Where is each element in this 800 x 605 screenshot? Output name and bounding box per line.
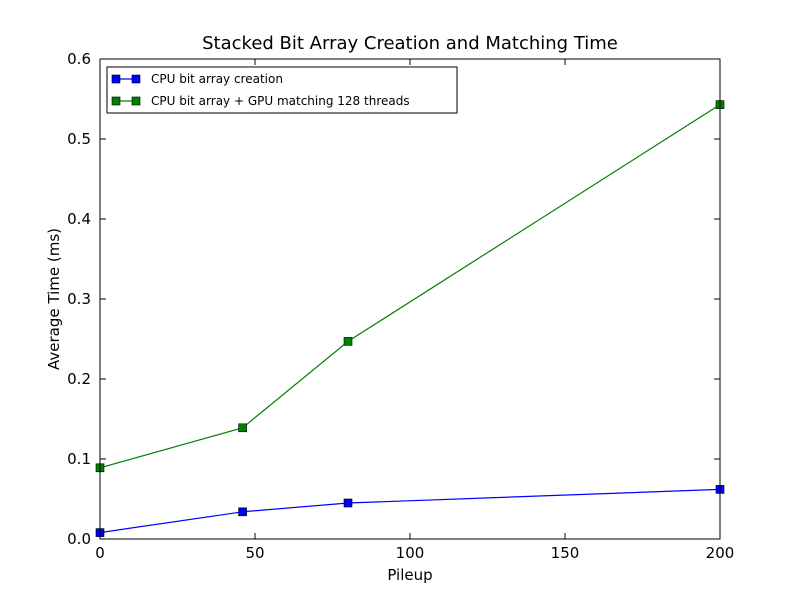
- y-tick-label: 0.3: [67, 290, 91, 308]
- x-tick-label: 200: [706, 544, 735, 562]
- data-point: [238, 507, 247, 517]
- chart-title: Stacked Bit Array Creation and Matching …: [202, 33, 618, 54]
- data-point: [343, 337, 353, 346]
- data-point: [238, 423, 247, 433]
- y-tick-label: 0.2: [67, 370, 91, 388]
- legend-label: CPU bit array creation: [151, 72, 283, 86]
- legend-marker: [111, 74, 121, 84]
- series-line: [99, 488, 721, 534]
- y-tick-label: 0.1: [67, 450, 91, 468]
- x-tick-label: 150: [551, 544, 580, 562]
- x-axis-label: Pileup: [387, 566, 432, 584]
- series-0: [95, 485, 725, 537]
- series-1: [95, 100, 725, 473]
- y-tick-label: 0.5: [67, 130, 91, 148]
- x-tick-label: 50: [245, 544, 264, 562]
- series-line: [99, 104, 721, 469]
- legend-marker: [131, 96, 141, 106]
- y-tick-label: 0.4: [67, 210, 91, 228]
- y-tick-label: 0.0: [67, 530, 91, 548]
- legend-marker: [131, 74, 141, 84]
- legend: CPU bit array creation CPU bit array + GP…: [106, 66, 458, 114]
- data-point: [343, 498, 353, 508]
- plot-frame: [99, 58, 721, 540]
- legend-marker: [111, 96, 121, 106]
- axis-ticks: 0 50 100 150 200 0.0 0.1 0.2 0.3 0.4 0.5 0.6: [67, 50, 734, 562]
- x-tick-label: 0: [95, 544, 105, 562]
- y-axis-label: Average Time (ms): [45, 228, 63, 370]
- series-layer: [95, 100, 725, 537]
- legend-label: CPU bit array + GPU matching 128 threads: [151, 94, 410, 108]
- x-tick-label: 100: [396, 544, 425, 562]
- legend-box: [106, 66, 458, 114]
- y-tick-label: 0.6: [67, 50, 91, 68]
